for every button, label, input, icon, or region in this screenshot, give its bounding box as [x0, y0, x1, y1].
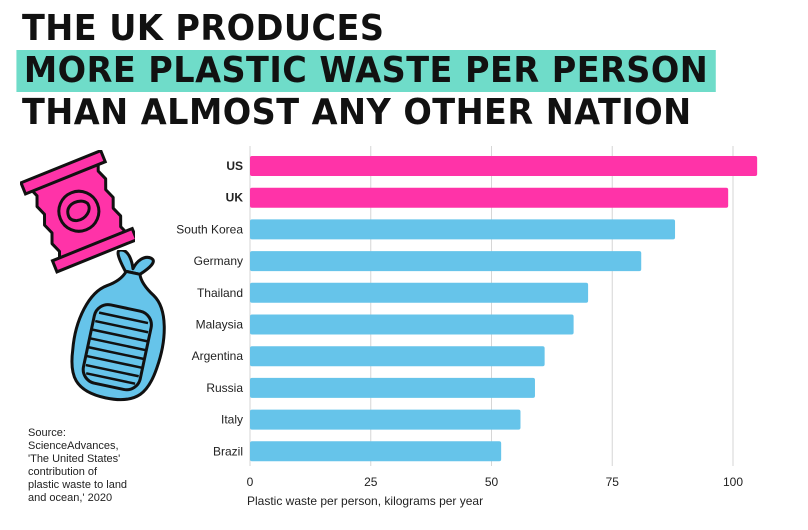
x-tick-label: 100 — [723, 475, 743, 489]
bar-germany — [250, 251, 642, 272]
headline: THE UK PRODUCES MORE PLASTIC WASTE PER P… — [16, 8, 716, 134]
category-label: Italy — [221, 413, 243, 427]
bar-us — [250, 156, 758, 176]
source-line: 'The United States' — [28, 453, 121, 465]
x-tick-label: 0 — [247, 475, 254, 489]
source-line: Source: — [28, 427, 66, 439]
bar-brazil — [250, 441, 502, 462]
source-line: and ocean,' 2020 — [28, 492, 113, 504]
category-label: Malaysia — [196, 318, 244, 332]
category-label: Argentina — [192, 349, 244, 363]
category-label: Brazil — [213, 444, 243, 458]
source-line: contribution of — [28, 466, 98, 478]
source-line: plastic waste to land — [28, 479, 128, 491]
source-line: ScienceAdvances, — [28, 440, 119, 452]
bar-italy — [250, 409, 521, 430]
headline-line-1: THE UK PRODUCES — [22, 8, 385, 49]
x-tick-label: 50 — [485, 475, 499, 489]
bar-thailand — [250, 282, 589, 303]
crisp-packet-icon — [20, 150, 135, 274]
category-label: Russia — [206, 381, 243, 395]
headline-line-3: THAN ALMOST ANY OTHER NATION — [22, 92, 692, 133]
x-tick-label: 75 — [606, 475, 620, 489]
category-label: South Korea — [176, 222, 243, 236]
category-label: Germany — [194, 254, 243, 268]
headline-line-2-highlight: MORE PLASTIC WASTE PER PERSON — [16, 50, 716, 92]
category-label: UK — [226, 191, 244, 205]
category-label: Thailand — [197, 286, 243, 300]
source-note: Source: ScienceAdvances, 'The United State… — [28, 427, 138, 505]
bar-malaysia — [250, 314, 574, 335]
category-labels: US UK South Korea Germany Thailand Malaysia Ar… — [176, 159, 243, 458]
x-axis-label: Plastic waste per person, kilograms per … — [247, 494, 483, 508]
bar-russia — [250, 377, 535, 398]
bar-uk — [250, 187, 729, 208]
bar-argentina — [250, 346, 545, 367]
plastic-bag-icon — [70, 250, 166, 402]
bars — [250, 156, 758, 462]
category-label: US — [226, 159, 243, 173]
bar-south-korea — [250, 219, 676, 240]
x-tick-label: 25 — [364, 475, 378, 489]
x-axis-ticks: 0 25 50 75 100 — [247, 475, 744, 489]
